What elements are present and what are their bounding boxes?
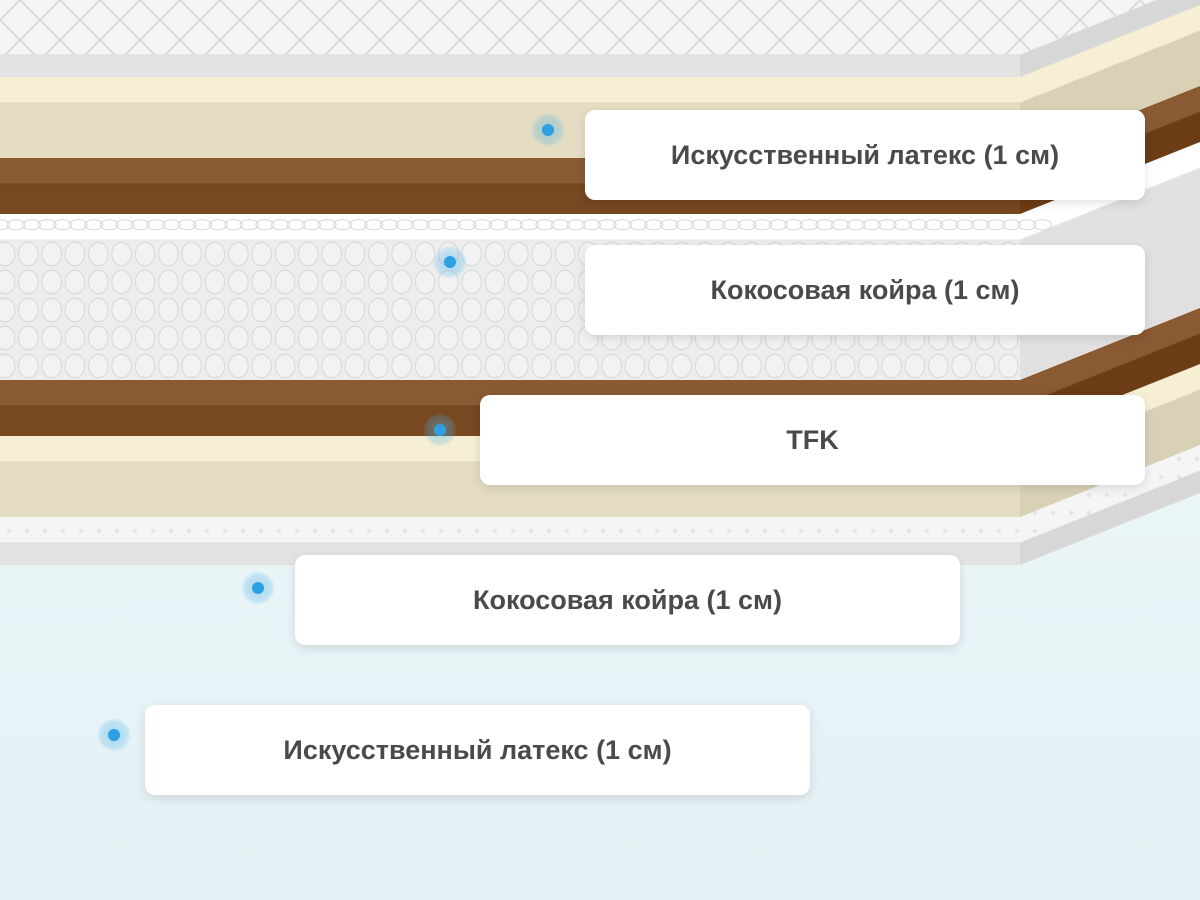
callout-coir-lower[interactable]: Кокосовая койра (1 см) <box>295 555 960 645</box>
callout-label: Искусственный латекс (1 см) <box>671 140 1059 171</box>
callout-label: Искусственный латекс (1 см) <box>283 735 671 766</box>
callout-label: Кокосовая койра (1 см) <box>473 585 782 616</box>
mattress-cutaway-diagram: Искусственный латекс (1 см) Кокосовая ко… <box>0 0 1200 900</box>
callout-tfk[interactable]: TFK <box>480 395 1145 485</box>
callout-latex-lower[interactable]: Искусственный латекс (1 см) <box>145 705 810 795</box>
callout-latex-upper[interactable]: Искусственный латекс (1 см) <box>585 110 1145 200</box>
callout-label: Кокосовая койра (1 см) <box>710 275 1019 306</box>
callout-label: TFK <box>786 425 838 456</box>
callout-coir-upper[interactable]: Кокосовая койра (1 см) <box>585 245 1145 335</box>
